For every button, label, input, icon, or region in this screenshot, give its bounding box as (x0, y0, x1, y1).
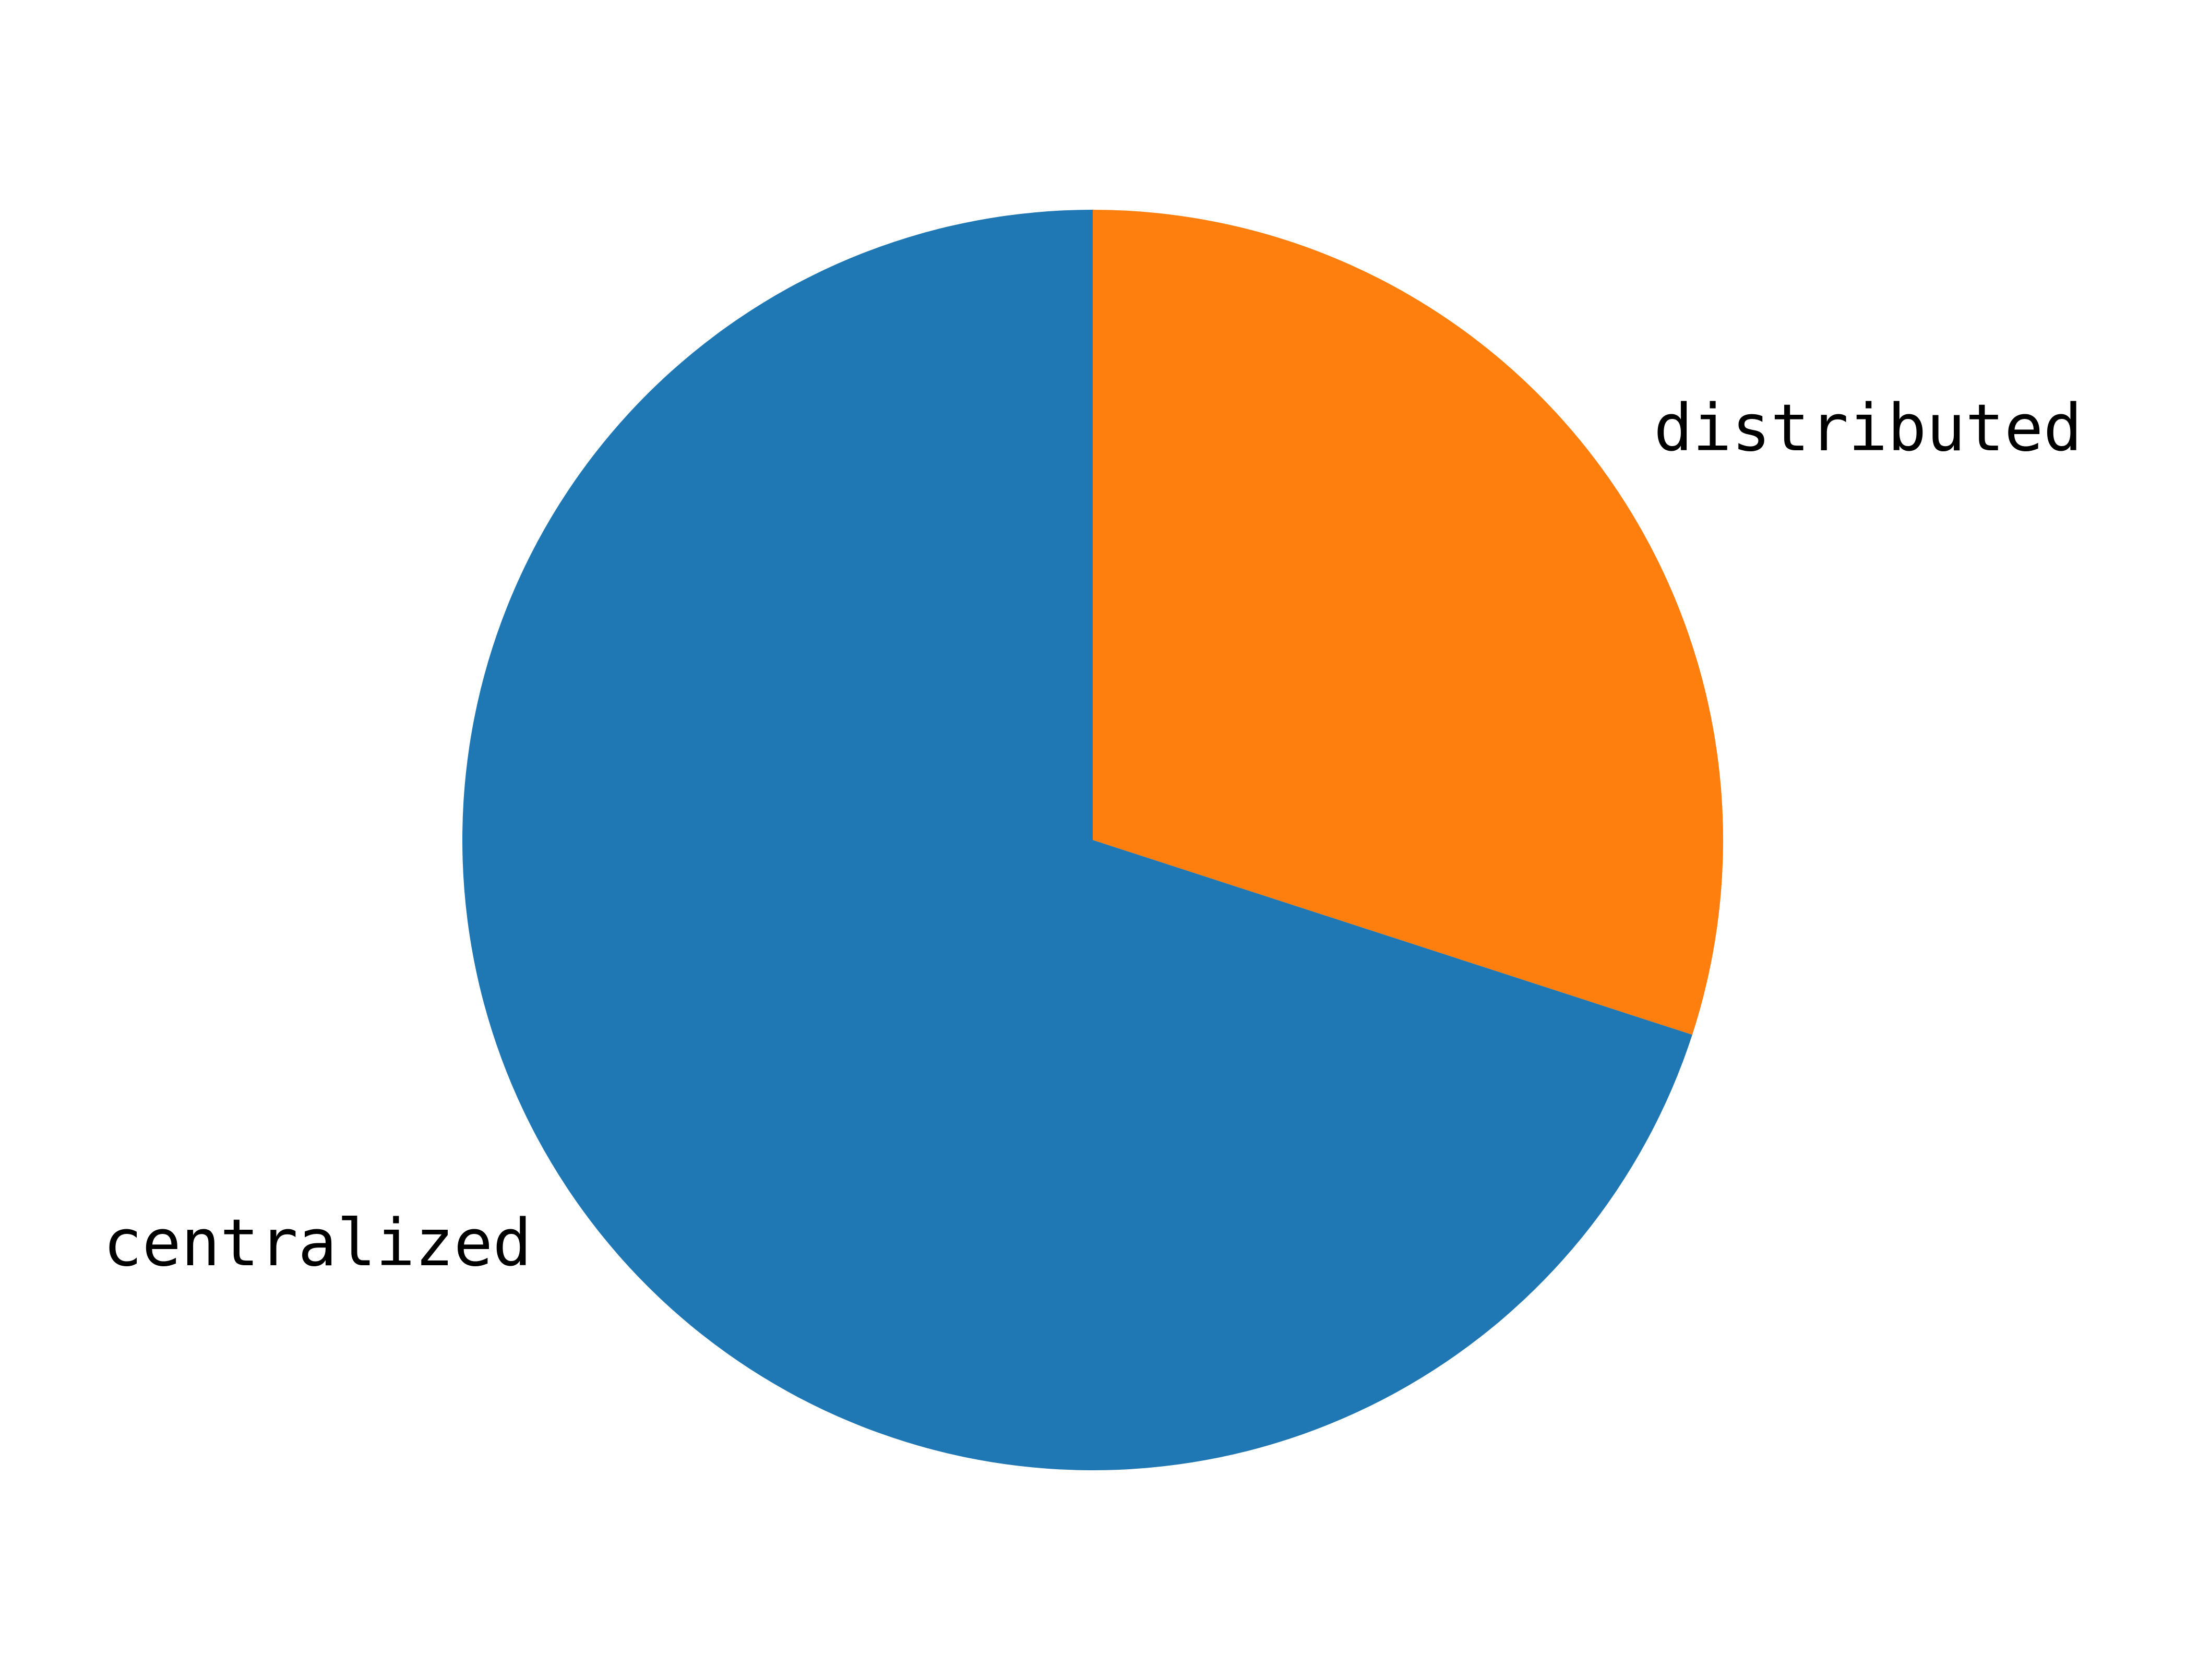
pie-label-distributed: distributed (1654, 391, 2082, 466)
pie-slice-distributed (1093, 210, 1723, 1035)
pie-slice-centralized (462, 210, 1692, 1470)
pie-slices (462, 210, 1723, 1470)
pie-label-centralized: centralized (103, 1206, 532, 1281)
pie-labels: distributed centralized (103, 391, 2082, 1281)
